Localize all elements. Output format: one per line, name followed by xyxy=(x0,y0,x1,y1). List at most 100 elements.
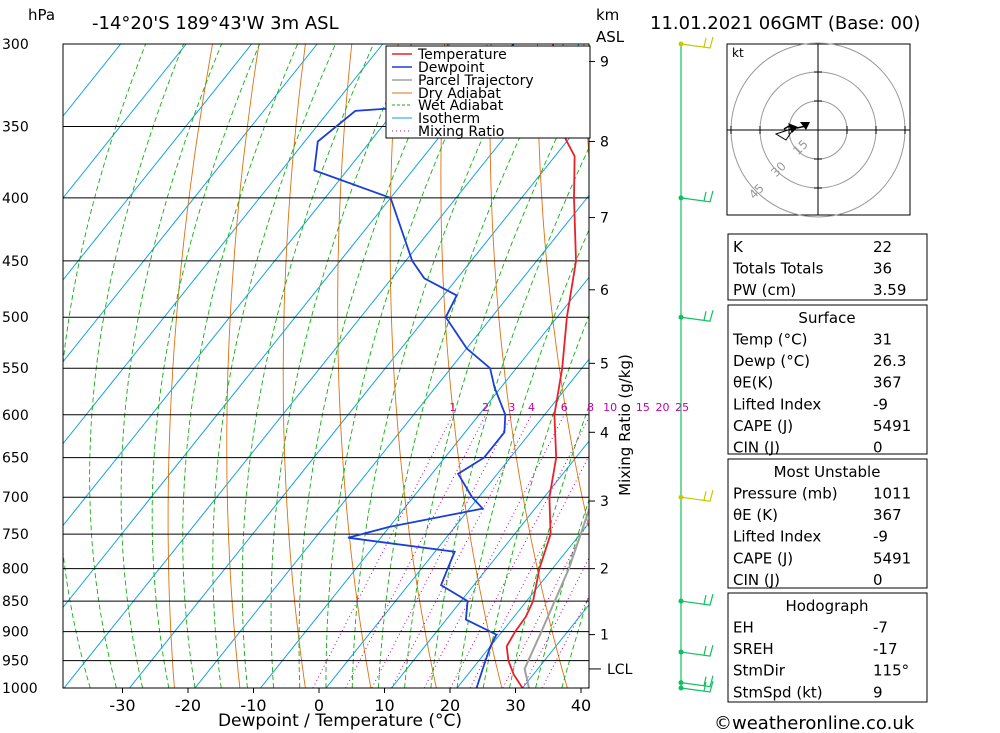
wind-barb-flag xyxy=(703,594,707,605)
wet-adiabat-line xyxy=(298,44,450,688)
km-tick-label: 1 xyxy=(600,628,609,644)
dry-adiabat-line xyxy=(337,44,372,688)
isotherm-line xyxy=(63,44,580,688)
isotherm-line xyxy=(63,44,318,363)
most-unstable-table-row-label: CAPE (J) xyxy=(733,549,793,567)
indices-table-row-value: 22 xyxy=(873,238,892,256)
mixing-ratio-line xyxy=(345,414,487,688)
km-tick-label: 5 xyxy=(600,356,609,372)
mixing-ratio-label: 8 xyxy=(587,401,594,414)
hodograph-table-row-label: StmDir xyxy=(733,662,786,680)
mixing-ratio-label: 4 xyxy=(528,401,535,414)
wind-barb-shaft xyxy=(680,675,714,688)
most-unstable-table-row-value: 0 xyxy=(873,571,883,589)
mixing-ratio-label: 25 xyxy=(675,401,689,414)
mixing-ratio-label: 2 xyxy=(482,401,489,414)
hodograph-table-frame xyxy=(727,592,928,703)
wet-adiabat-line xyxy=(270,44,412,688)
surface-table-row-value: 367 xyxy=(873,374,902,392)
wet-adiabat-line xyxy=(325,44,488,688)
pressure-label: 700 xyxy=(2,490,29,506)
most-unstable-table-title: Most Unstable xyxy=(774,463,881,481)
mixing-ratio-line xyxy=(312,414,454,688)
most-unstable-table-row-value: 1011 xyxy=(873,485,911,503)
wind-barb-flag xyxy=(703,191,707,202)
wind-barb-shaft xyxy=(680,644,714,657)
x-tick-label: 30 xyxy=(505,696,525,715)
wind-barb-shaft xyxy=(680,310,714,322)
hodograph-ticks xyxy=(730,71,906,189)
pressure-label: 500 xyxy=(2,310,29,326)
plot-frame xyxy=(62,43,590,689)
surface-table-row-value: 0 xyxy=(873,439,883,457)
mixing-ratio-label: 20 xyxy=(655,401,669,414)
pressure-label: 450 xyxy=(2,254,29,270)
isotherm-line xyxy=(63,44,515,609)
mixing-ratio-label: 6 xyxy=(561,401,568,414)
mixing-ratio-axis-title: Mixing Ratio (g/kg) xyxy=(616,354,634,496)
pressure-label: 550 xyxy=(2,361,29,377)
most-unstable-table-row-label: CIN (J) xyxy=(733,571,780,589)
most-unstable-table-row-label: θE (K) xyxy=(733,506,778,524)
wet-adiabat-line xyxy=(482,314,589,688)
hodograph-unit: kt xyxy=(732,46,744,60)
legend-isotherm: Isotherm xyxy=(418,111,480,127)
isotherm-line xyxy=(260,276,589,688)
km-tick-label: 4 xyxy=(600,425,609,441)
mixing-ratio-line xyxy=(541,595,589,688)
surface-table-row-value: 26.3 xyxy=(873,352,906,370)
axes: 1 2 3 4 6 8 10 15 20 2530035040045050055060065070… xyxy=(2,37,689,715)
indices-table-frame xyxy=(727,233,928,301)
indices-table-row-label: PW (cm) xyxy=(733,281,796,299)
isotherm-line xyxy=(63,44,384,445)
indices-table-row-label: K xyxy=(733,238,744,256)
legend-parcel: Parcel Trajectory xyxy=(418,73,534,89)
wind-barb-shaft xyxy=(680,680,714,693)
legend-temperature: Temperature xyxy=(417,47,507,63)
indices-table-row-label: Totals Totals xyxy=(732,260,824,278)
parcel-trajectory-line xyxy=(523,506,589,688)
surface-table-row-label: Dewp (°C) xyxy=(733,352,810,370)
wind-barbs xyxy=(678,36,714,693)
hodograph-table-row-label: StmSpd (kt) xyxy=(733,683,823,701)
legend-dry-adiabat: Dry Adiabat xyxy=(418,86,501,102)
indices-tables: K 22 Totals Totals 36 PW (cm) 3.59 Surface Temp… xyxy=(727,233,928,703)
x-axis-title: Dewpoint / Temperature (°C) xyxy=(218,711,462,731)
isotherm-line xyxy=(63,44,253,281)
isotherm-line xyxy=(63,44,187,199)
wet-adiabat-line xyxy=(508,404,589,688)
isotherm-line xyxy=(63,44,449,527)
km-tick-label: 2 xyxy=(600,562,609,578)
surface-table-row-label: CAPE (J) xyxy=(733,417,793,435)
wind-barb-shaft xyxy=(680,593,714,606)
wet-adiabat-line xyxy=(63,44,147,688)
mixing-ratio-label: 10 xyxy=(603,401,617,414)
most-unstable-table-row-value: 5491 xyxy=(873,549,911,567)
pressure-label: 750 xyxy=(2,527,29,543)
surface-table-row-value: 5491 xyxy=(873,417,911,435)
hodograph-table: Hodograph EH -7 SREH -17 StmDir 115° StmSpd (kt… xyxy=(727,592,928,703)
wet-adiabat-line xyxy=(241,44,374,688)
hodograph-table-row-value: 115° xyxy=(873,662,909,680)
hodograph-table-row-value: -7 xyxy=(873,619,888,637)
isotherm-line xyxy=(391,440,589,688)
pressure-label: 300 xyxy=(2,37,29,53)
pressure-label: 800 xyxy=(2,562,29,578)
mixing-ratio-label: 3 xyxy=(508,401,515,414)
footer-credit: ©weatheronline.co.uk xyxy=(714,713,915,733)
isotherm-line xyxy=(325,358,589,688)
storm-motion-icon xyxy=(800,122,810,130)
wet-adiabat-line xyxy=(535,498,589,688)
wind-barb xyxy=(678,644,714,657)
pressure-label: 600 xyxy=(2,408,29,424)
legend-dewpoint: Dewpoint xyxy=(418,60,485,76)
km-tick-label: 6 xyxy=(600,283,609,299)
wind-barb xyxy=(678,490,714,502)
surface-table: Surface Temp (°C) 31 Dewp (°C) 26.3 θE(K) 367 L… xyxy=(727,304,928,457)
most-unstable-table-row-label: Pressure (mb) xyxy=(733,485,838,503)
isotherm-line xyxy=(194,194,589,688)
most-unstable-table-frame xyxy=(727,458,928,589)
hodograph-table-row-label: EH xyxy=(733,619,754,637)
wind-barb-shaft xyxy=(680,36,714,49)
